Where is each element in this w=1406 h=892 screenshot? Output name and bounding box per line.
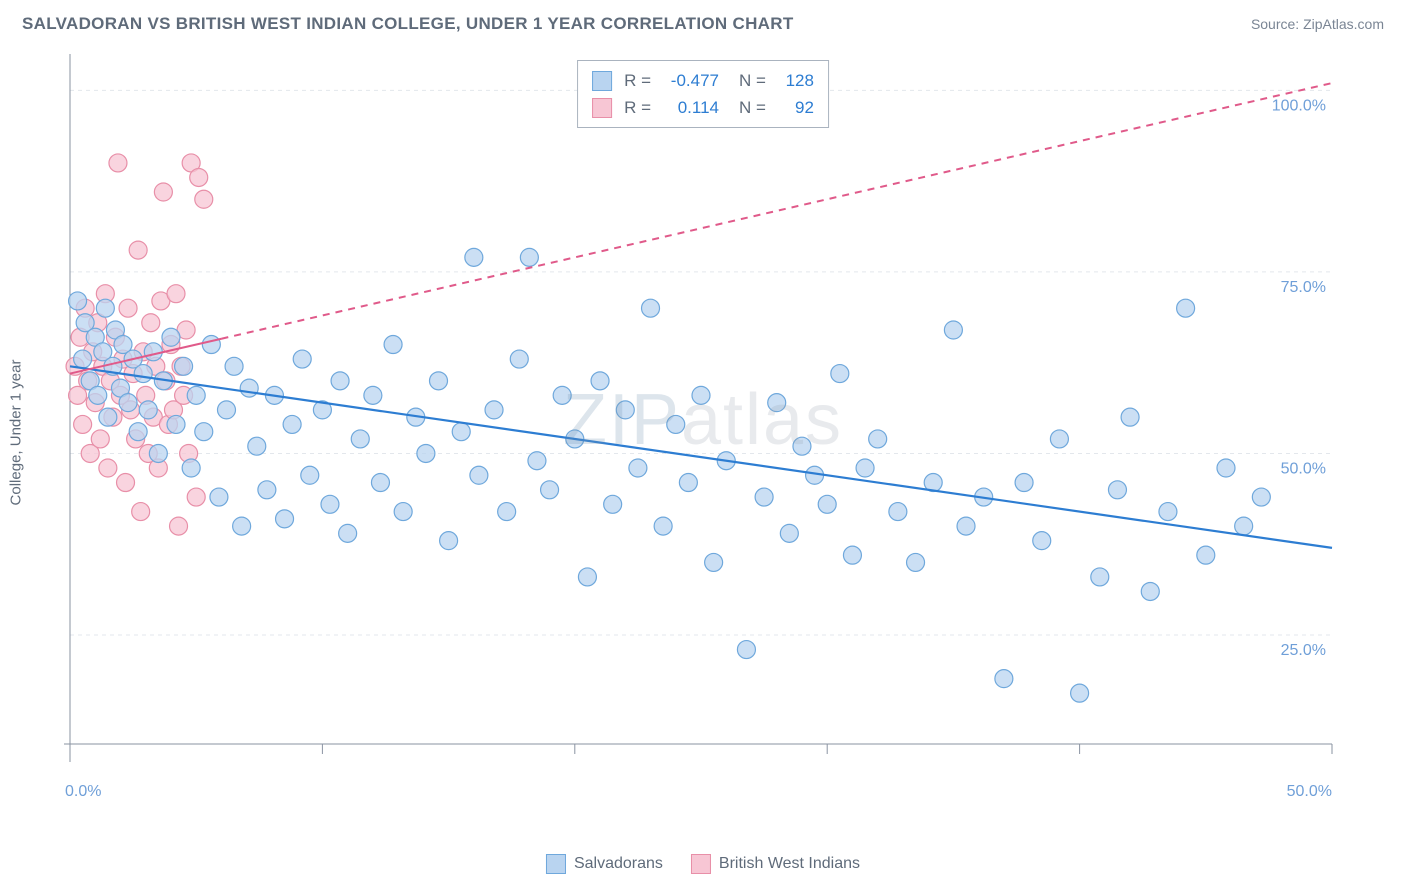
svg-text:50.0%: 50.0%: [1287, 783, 1332, 800]
r-label: R =: [624, 94, 651, 121]
svg-text:100.0%: 100.0%: [1272, 97, 1326, 114]
legend-label: Salvadorans: [574, 855, 663, 873]
svg-text:75.0%: 75.0%: [1281, 279, 1326, 296]
svg-text:50.0%: 50.0%: [1281, 460, 1326, 477]
n-label: N =: [739, 67, 766, 94]
legend-swatch: [592, 98, 612, 118]
n-value: 128: [774, 67, 814, 94]
bottom-legend-item: British West Indians: [691, 854, 860, 874]
bottom-legend-item: Salvadorans: [546, 854, 663, 874]
y-axis-label: College, Under 1 year: [8, 360, 25, 506]
n-value: 92: [774, 94, 814, 121]
legend-swatch: [691, 854, 711, 874]
scatter-chart: 25.0% 50.0% 75.0% 100.0% 0.0% 50.0%: [22, 44, 1342, 804]
legend-swatch: [592, 71, 612, 91]
r-value: 0.114: [659, 94, 719, 121]
svg-text:0.0%: 0.0%: [65, 783, 101, 800]
r-value: -0.477: [659, 67, 719, 94]
stats-legend-row: R = -0.477 N = 128: [592, 67, 814, 94]
source-label: Source: ZipAtlas.com: [1251, 16, 1384, 32]
stats-legend: R = -0.477 N = 128 R = 0.114 N = 92: [577, 60, 829, 128]
chart-title: SALVADORAN VS BRITISH WEST INDIAN COLLEG…: [22, 14, 794, 34]
svg-text:25.0%: 25.0%: [1281, 642, 1326, 659]
bottom-legend: Salvadorans British West Indians: [546, 854, 860, 874]
chart-container: College, Under 1 year 25.0%50.0%75.0%100…: [22, 44, 1384, 804]
stats-legend-row: R = 0.114 N = 92: [592, 94, 814, 121]
legend-label: British West Indians: [719, 855, 860, 873]
r-label: R =: [624, 67, 651, 94]
n-label: N =: [739, 94, 766, 121]
header-bar: SALVADORAN VS BRITISH WEST INDIAN COLLEG…: [0, 0, 1406, 44]
legend-swatch: [546, 854, 566, 874]
